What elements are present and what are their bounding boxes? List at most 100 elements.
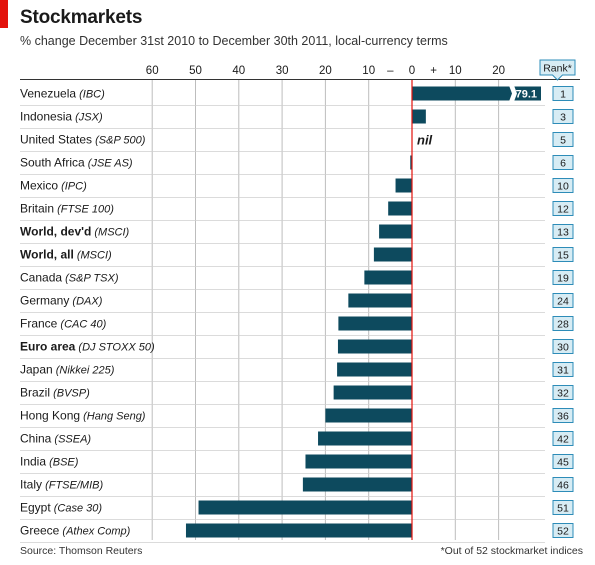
index-name: (FTSE/MIB) xyxy=(42,480,103,492)
index-name: (Case 30) xyxy=(51,503,103,515)
x-tick-label: + xyxy=(430,65,437,77)
bar xyxy=(198,500,412,515)
rank-value: 15 xyxy=(557,250,569,262)
x-tick-label: 10 xyxy=(362,65,375,77)
country-label: World, dev'd (MSCI) xyxy=(20,225,130,239)
rank-box xyxy=(552,155,574,170)
rank-value: 46 xyxy=(557,480,569,492)
country-label: Euro area (DJ STOXX 50) xyxy=(20,340,155,354)
bar xyxy=(364,270,412,285)
rank-value: 10 xyxy=(557,181,569,193)
bar xyxy=(185,523,412,538)
footnote: *Out of 52 stockmarket indices xyxy=(440,545,583,557)
rank-box xyxy=(552,454,574,469)
bar xyxy=(395,178,412,193)
country-name: Egypt xyxy=(20,501,51,515)
rank-box xyxy=(552,201,574,216)
rank-value: 24 xyxy=(557,296,569,308)
index-name: (SSEA) xyxy=(51,434,91,446)
rank-value: 1 xyxy=(560,89,566,101)
country-name: Britain xyxy=(20,202,54,216)
rank-box xyxy=(552,316,574,331)
bar xyxy=(379,224,412,239)
country-name: Canada xyxy=(20,271,62,285)
x-tick-label: 60 xyxy=(146,65,159,77)
rank-value: 13 xyxy=(557,227,569,239)
bar xyxy=(325,408,412,423)
country-name: United States xyxy=(20,133,92,147)
rank-header-box xyxy=(539,59,576,81)
rank-header-label: Rank* xyxy=(543,63,572,75)
country-label: Indonesia (JSX) xyxy=(20,110,103,124)
rank-box xyxy=(552,270,574,285)
bar xyxy=(338,316,412,331)
bar xyxy=(348,293,412,308)
country-label: Mexico (IPC) xyxy=(20,179,87,193)
country-name: China xyxy=(20,432,52,446)
rank-box xyxy=(552,132,574,147)
rank-box xyxy=(552,247,574,262)
x-tick-label: 10 xyxy=(449,65,462,77)
index-name: (IBC) xyxy=(76,89,105,101)
country-name: Italy xyxy=(20,478,42,492)
x-tick-label: – xyxy=(387,65,394,77)
bar-break xyxy=(509,85,517,102)
x-tick-label: 0 xyxy=(409,65,415,77)
x-tick-label: 20 xyxy=(319,65,332,77)
country-name: Euro area xyxy=(20,340,76,354)
source-note: Source: Thomson Reuters xyxy=(20,545,143,557)
index-name: (S&P TSX) xyxy=(62,273,119,285)
bar xyxy=(373,247,412,262)
country-label: Japan (Nikkei 225) xyxy=(20,363,115,377)
country-label: Canada (S&P TSX) xyxy=(20,271,119,285)
country-label: United States (S&P 500) xyxy=(20,133,146,147)
rank-value: 3 xyxy=(560,112,566,124)
bar-value-label: 79.1 xyxy=(516,89,537,101)
bar xyxy=(388,201,412,216)
index-name: (BSE) xyxy=(46,457,79,469)
rank-box xyxy=(552,431,574,446)
country-name: World, dev'd xyxy=(20,225,91,239)
rank-value: 6 xyxy=(560,158,566,170)
bar xyxy=(410,155,412,170)
country-label: India (BSE) xyxy=(20,455,79,469)
rank-box xyxy=(552,385,574,400)
x-tick-label: 20 xyxy=(492,65,505,77)
country-label: Venezuela (IBC) xyxy=(20,87,105,101)
index-name: (JSE AS) xyxy=(85,158,133,170)
rank-box xyxy=(552,224,574,239)
bar xyxy=(412,109,426,124)
country-name: Germany xyxy=(20,294,69,308)
country-name: Venezuela xyxy=(20,87,76,101)
rank-value: 12 xyxy=(557,204,569,216)
chart-title: Stockmarkets xyxy=(20,7,143,28)
index-name: (CAC 40) xyxy=(57,319,106,331)
nil-label: nil xyxy=(417,133,433,148)
rank-box xyxy=(552,477,574,492)
index-name: (IPC) xyxy=(58,181,87,193)
rank-box xyxy=(552,86,574,101)
index-name: (MSCI) xyxy=(91,227,129,239)
index-name: (Athex Comp) xyxy=(59,526,130,538)
bar xyxy=(318,431,412,446)
rank-value: 30 xyxy=(557,342,569,354)
rank-box xyxy=(552,178,574,193)
rank-value: 52 xyxy=(557,526,569,538)
x-tick-label: 30 xyxy=(276,65,289,77)
rank-value: 19 xyxy=(557,273,569,285)
country-name: Japan xyxy=(20,363,53,377)
index-name: (FTSE 100) xyxy=(54,204,114,216)
bar xyxy=(333,385,412,400)
country-label: Hong Kong (Hang Seng) xyxy=(20,409,146,423)
country-label: South Africa (JSE AS) xyxy=(20,156,133,170)
rank-value: 36 xyxy=(557,411,569,423)
country-label: Britain (FTSE 100) xyxy=(20,202,114,216)
bar xyxy=(412,86,541,101)
rank-value: 45 xyxy=(557,457,569,469)
country-label: China (SSEA) xyxy=(20,432,91,446)
index-name: (DJ STOXX 50) xyxy=(75,342,155,354)
country-name: Mexico xyxy=(20,179,58,193)
bar xyxy=(302,477,412,492)
rank-box xyxy=(552,339,574,354)
rank-box xyxy=(552,523,574,538)
